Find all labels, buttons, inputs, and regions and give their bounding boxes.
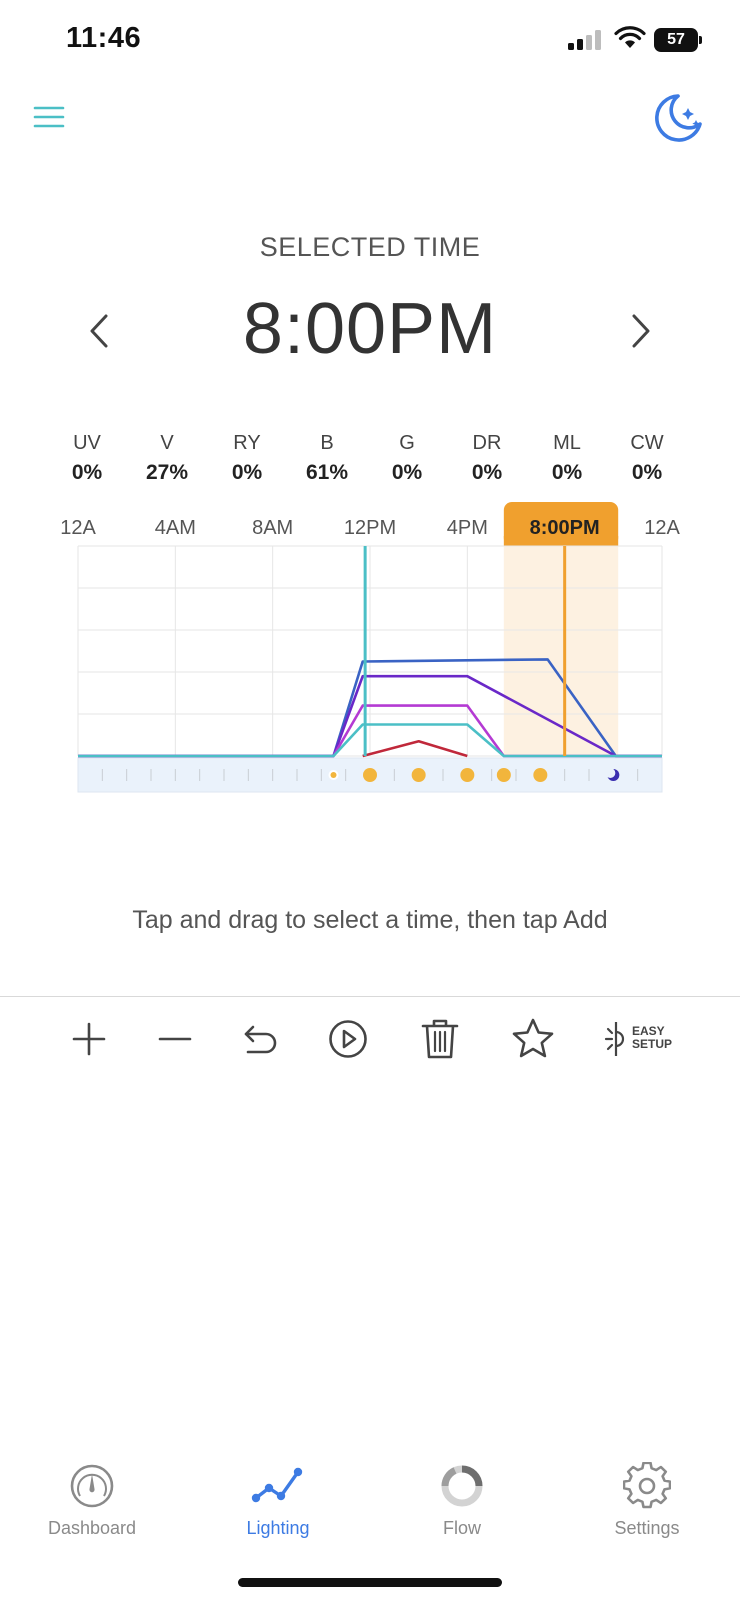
instruction-text: Tap and drag to select a time, then tap … xyxy=(132,906,608,934)
channel-v: V 27% xyxy=(127,432,207,485)
sun-marker-icon xyxy=(411,768,426,782)
selected-time-tick-label: 8:00PM xyxy=(530,517,600,539)
lighting-schedule-chart[interactable]: 12A 4AM 8AM 12PM 4PM 12A 8:00PM xyxy=(0,500,740,820)
selected-time-pill-base xyxy=(503,536,619,546)
tab-label: Flow xyxy=(442,1518,481,1538)
selected-time-caption: SELECTED TIME xyxy=(259,232,481,262)
x-tick-label: 12A xyxy=(644,517,680,539)
channel-name: B xyxy=(320,432,334,454)
channel-uv: UV 0% xyxy=(47,432,127,485)
channel-name: V xyxy=(160,432,174,454)
channel-readouts: UV 0% V 27% RY 0% B 61% G 0% DR 0% ML 0%… xyxy=(47,432,687,485)
battery-level: 57 xyxy=(654,28,698,52)
status-bar: 11:46 57 xyxy=(0,0,740,80)
battery-icon: 57 xyxy=(654,28,702,52)
channel-value: 0% xyxy=(71,461,103,484)
channel-dr: DR 0% xyxy=(447,432,527,485)
channel-name: RY xyxy=(233,432,261,454)
sun-marker-icon xyxy=(496,768,511,782)
tab-label: Settings xyxy=(614,1518,680,1538)
wifi-icon xyxy=(614,26,646,48)
toolbar-divider xyxy=(0,996,740,997)
hamburger-menu-icon[interactable] xyxy=(32,100,66,134)
tab-label: Lighting xyxy=(246,1518,310,1538)
channel-ry: RY 0% xyxy=(207,432,287,485)
channel-name: DR xyxy=(472,432,502,454)
easy-setup-button[interactable]: EASY SETUP xyxy=(604,1014,676,1064)
selection-window xyxy=(503,546,619,756)
channel-value: 0% xyxy=(231,461,263,484)
trash-icon[interactable] xyxy=(415,1014,465,1064)
channel-value: 0% xyxy=(551,461,583,484)
next-time-button[interactable] xyxy=(620,306,660,356)
gauge-icon xyxy=(70,1464,114,1508)
gear-icon xyxy=(623,1462,671,1509)
x-tick-label: 4PM xyxy=(447,517,488,539)
x-tick-label: 4AM xyxy=(155,517,196,539)
channel-value: 0% xyxy=(471,461,503,484)
add-icon[interactable] xyxy=(64,1014,114,1064)
moon-marker-cutout xyxy=(605,768,616,778)
easy-setup-icon xyxy=(604,1022,625,1056)
flow-ring-icon xyxy=(441,1465,483,1507)
line-graph-icon xyxy=(251,1467,303,1503)
channel-name: CW xyxy=(630,432,664,454)
channel-ml: ML 0% xyxy=(527,432,607,485)
tab-settings[interactable]: Settings xyxy=(562,1462,732,1542)
sun-marker-icon xyxy=(460,768,475,782)
x-tick-label: 12PM xyxy=(344,517,396,539)
channel-value: 61% xyxy=(305,461,349,484)
play-icon[interactable] xyxy=(323,1014,373,1064)
cellular-signal-icon xyxy=(568,30,601,50)
selected-time-value: 8:00PM xyxy=(242,289,498,369)
sun-marker-icon xyxy=(363,768,377,782)
easy-setup-label: EASY SETUP xyxy=(632,1024,673,1051)
sun-marker-icon xyxy=(533,768,548,782)
channel-value: 0% xyxy=(631,461,663,484)
tab-label: Dashboard xyxy=(47,1518,137,1538)
channel-name: UV xyxy=(73,432,101,454)
moon-stars-icon[interactable] xyxy=(650,90,706,146)
tab-flow[interactable]: Flow xyxy=(377,1462,547,1542)
status-time: 11:46 xyxy=(66,22,142,54)
home-indicator xyxy=(238,1578,502,1587)
tab-dashboard[interactable]: Dashboard xyxy=(7,1462,177,1542)
star-icon[interactable] xyxy=(508,1014,558,1064)
remove-icon[interactable] xyxy=(150,1014,200,1064)
channel-b: B 61% xyxy=(287,432,367,485)
tab-lighting[interactable]: Lighting xyxy=(193,1462,363,1542)
x-tick-label: 12A xyxy=(60,517,96,539)
channel-g: G 0% xyxy=(367,432,447,485)
undo-icon[interactable] xyxy=(234,1014,284,1064)
x-tick-label: 8AM xyxy=(252,517,293,539)
channel-name: G xyxy=(399,432,415,454)
sunrise-marker-core xyxy=(330,772,337,778)
series-line-3 xyxy=(78,723,662,758)
channel-value: 0% xyxy=(391,461,423,484)
channel-name: ML xyxy=(553,432,581,454)
selected-time-pill xyxy=(503,502,619,546)
channel-cw: CW 0% xyxy=(607,432,687,485)
channel-value: 27% xyxy=(145,461,189,484)
previous-time-button[interactable] xyxy=(80,306,120,356)
series-line-4 xyxy=(362,740,468,758)
